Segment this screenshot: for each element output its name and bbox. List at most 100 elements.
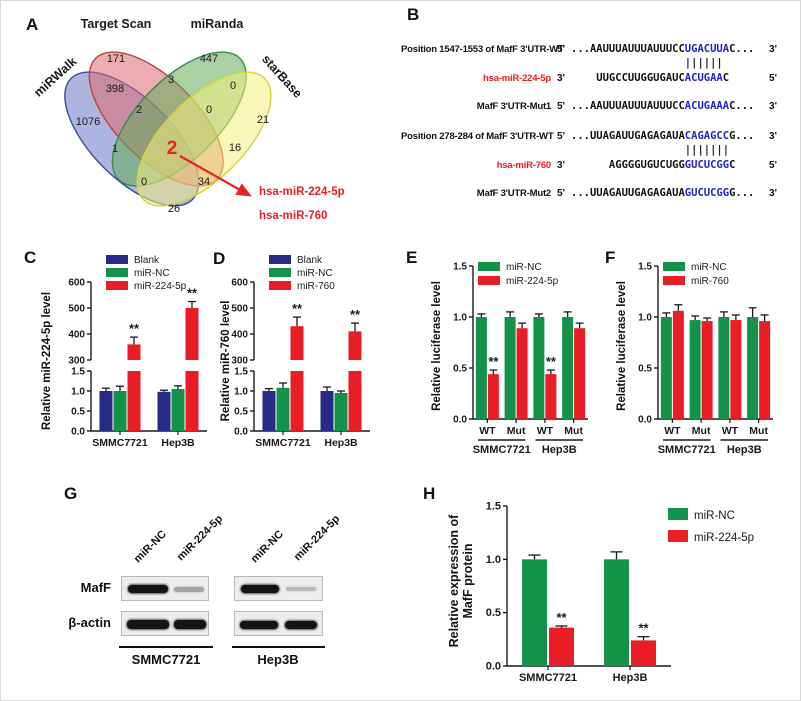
chart-text: SMMC7721: [519, 672, 577, 684]
bar: [157, 391, 171, 431]
chart-text: **: [292, 301, 303, 316]
bar: [276, 387, 290, 431]
venn-arrow: [179, 155, 252, 197]
venn-highlight-mir760: hsa-miR-760: [259, 210, 327, 222]
chart-text: miR-760: [691, 276, 729, 287]
venn-count-highlight: 2: [167, 138, 178, 159]
chart-svg: 0.0 0.5 1.0 1.5 WT ** Mut WT ** Mut SMMC7721 Hep3B m…: [453, 262, 588, 456]
chart-text: 500: [68, 304, 85, 315]
blot-maff-hep3b: [234, 576, 323, 601]
chart-text: 1.0: [71, 387, 85, 398]
bar: [689, 320, 701, 419]
chart-text: 0.0: [453, 415, 467, 426]
chart-text: 400: [68, 330, 85, 341]
bar: [262, 391, 276, 431]
blot-band-strong: [285, 621, 317, 629]
blot-row-label-maff: MafF: [80, 580, 111, 595]
chart-text: 1.0: [453, 313, 467, 324]
chart-text: 0.5: [486, 607, 501, 619]
chart-text: Mut: [749, 425, 768, 437]
sequence-alignment-panel: Position 1547-1553 of MafF 3'UTR-WT 5' .…: [401, 31, 800, 216]
pairing-bars-2: ...UUAGAUUGAGAGAUA|||||||: [684, 144, 730, 156]
lane-label-mir224-1: miR-224-5p: [174, 512, 226, 564]
chart-text: **: [187, 286, 198, 301]
legend-chip: [269, 255, 291, 264]
venn-count: 21: [257, 114, 269, 126]
chart-text: miR-NC: [691, 262, 727, 273]
bar: [604, 559, 629, 666]
chart-mir224-expression: 0.0 0.5 1.0 1.5 300 400 500 600 SMMC7721 ** Hep3B *…: [59, 253, 209, 458]
chart-text: **: [350, 307, 361, 322]
group-label-hep3b: Hep3B: [257, 652, 299, 667]
chart-svg: 0.0 0.5 1.0 1.5 WT Mut WT Mut SMMC7721 Hep3B miR-N…: [638, 262, 773, 456]
western-blot-panel: miR-NC miR-224-5p miR-NC miR-224-5p MafF…: [31, 466, 431, 700]
blot-band-strong: [174, 620, 206, 629]
bar: [185, 308, 199, 360]
bar: [562, 317, 574, 419]
chart-text: miR-NC: [506, 262, 542, 273]
bar: [127, 371, 141, 431]
legend-chip: [106, 281, 128, 290]
legend-chip: [668, 508, 688, 520]
venn-set-label-miranda: miRanda: [191, 17, 245, 31]
chart-text: 400: [231, 330, 248, 341]
chart-text: 0.5: [234, 407, 248, 418]
bar: [574, 328, 586, 419]
venn-count: 171: [107, 53, 125, 65]
panel-d-label: D: [213, 249, 226, 268]
chart-text: 300: [68, 356, 85, 367]
bar: [747, 317, 759, 419]
chart-text: 0.0: [234, 427, 248, 438]
chart-text: miR-NC: [134, 268, 170, 279]
venn-diagram: Target Scan miRanda miRWalk starBase 107…: [31, 17, 345, 222]
bar: [113, 391, 127, 431]
bar: [290, 326, 304, 360]
chart-text: WT: [722, 425, 739, 437]
legend-chip: [269, 268, 291, 277]
lane-label-mirnc-1: miR-NC: [131, 528, 169, 566]
chart-text: Hep3B: [613, 672, 648, 684]
bar: [185, 371, 199, 431]
venn-ellipse-starbase: [136, 71, 272, 207]
chart-text: **: [556, 610, 567, 625]
bar: [487, 374, 499, 419]
bar: [348, 371, 362, 431]
legend-chip: [478, 276, 500, 285]
bar: [759, 321, 771, 419]
chart-text: WT: [537, 425, 554, 437]
legend-chip: [663, 262, 685, 271]
venn-count: 0: [206, 104, 212, 116]
bar: [516, 328, 528, 419]
chart-text: 0.0: [71, 427, 85, 438]
chart-text: miR-NC: [694, 510, 735, 522]
chart-text: 1.5: [453, 262, 467, 273]
alignment-row-mut2: MafF 3'UTR-Mut2 5' ...UUAGAUUGAGAGAUAGUC…: [476, 187, 777, 199]
chart-text: 600: [68, 278, 85, 289]
chart-text: miR-NC: [297, 268, 333, 279]
chart-text: 1.0: [638, 313, 652, 324]
blot-band-strong: [240, 621, 278, 629]
chart-text: Blank: [297, 255, 323, 266]
chart-text: miR-224-5p: [134, 281, 187, 292]
bar: [99, 391, 113, 431]
blot-band-strong: [241, 585, 279, 593]
venn-count: 447: [200, 53, 218, 65]
blot-bactin-smmc7721: [121, 611, 209, 636]
venn-count: 398: [106, 83, 124, 95]
panel-h-label: H: [423, 484, 436, 503]
chart-text: **: [129, 321, 140, 336]
venn-highlight-mir224: hsa-miR-224-5p: [259, 186, 345, 198]
chart-text: Hep3B: [727, 444, 762, 456]
alignment-row-mir224: hsa-miR-224-5p 3' UUGCCUUGGUGAUCACUGAAC …: [483, 72, 777, 84]
pairing-bars-1: ...AAUUUAUUUAUUUCC||||||: [684, 57, 723, 69]
chart-text: 1.5: [486, 501, 501, 513]
chart-text: Hep3B: [161, 437, 195, 449]
alignment-row-mut1: MafF 3'UTR-Mut1 5' ...AAUUUAUUUAUUUCCACU…: [476, 100, 777, 112]
venn-count: 16: [229, 142, 241, 154]
chart-text: 1.5: [71, 367, 85, 378]
legend-chip: [106, 255, 128, 264]
bar: [522, 559, 547, 666]
ylabel-chart-h: Relative expression of MafF protein: [447, 514, 475, 648]
